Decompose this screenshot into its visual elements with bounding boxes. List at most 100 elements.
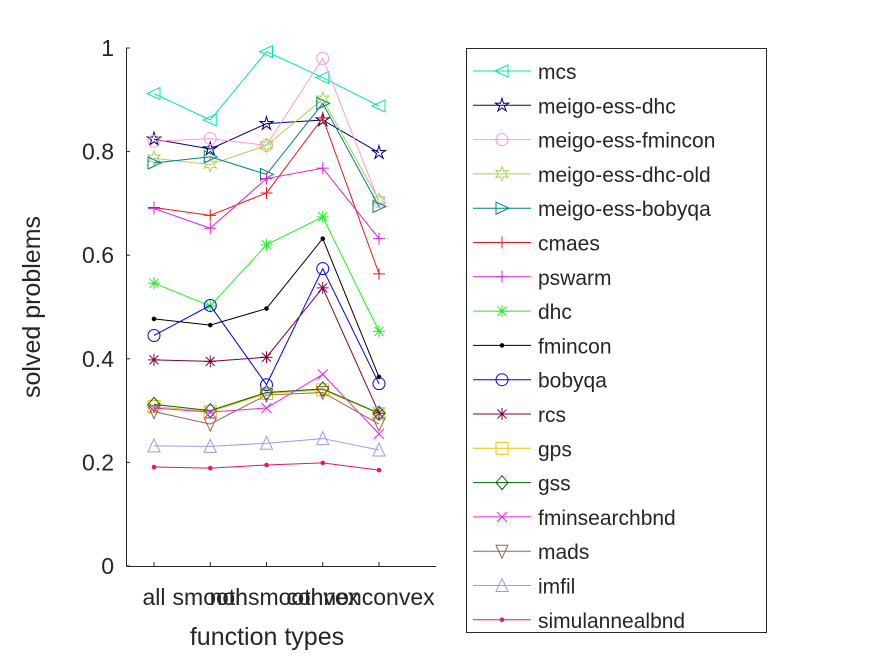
legend-item: mads [473,541,589,564]
data-point [314,70,330,85]
legend-label: pswarm [538,267,612,290]
data-point [320,460,326,466]
data-point [261,402,272,414]
legend-marker [496,236,508,249]
legend-label: imfil [538,576,575,599]
legend-item: cmaes [473,233,600,256]
data-point [202,113,217,127]
data-point [373,267,385,280]
legend-marker [496,305,508,318]
series-imfil [147,430,386,457]
y-axis-label: solved problems [18,216,46,398]
data-point [320,236,326,241]
data-point [259,388,274,404]
data-point [145,130,163,147]
legend-label: gps [538,438,572,461]
data-point [260,172,273,185]
legend-item: gps [473,438,572,461]
x-tick-label: convex [286,584,359,610]
data-point [260,238,273,251]
data-point [147,156,163,170]
ticks: 0 0.2 0.4 0.6 0.8 1 all smoothnonsmoothconvexno… [82,35,435,610]
legend-item: fmincon [473,335,612,358]
legend-label: mads [538,541,589,564]
series-line [153,389,380,415]
data-point [147,328,161,342]
legend-label: bobyqa [538,370,607,393]
legend-item: pswarm [473,267,612,290]
data-point [147,405,161,420]
data-point [372,377,386,391]
legend-label: rcs [538,404,566,427]
series-mads [147,385,386,433]
legend-marker [499,617,505,623]
series-line [153,119,380,154]
legend-marker [495,201,511,215]
series-line [153,438,380,451]
data-point [370,143,388,160]
y-tick-label: 1 [101,35,114,61]
data-point [203,298,217,312]
legend-item: meigo-ess-fmincon [473,130,715,153]
x-tick-label: nonconvex [323,584,435,610]
legend-label: meigo-ess-fmincon [538,130,715,153]
data-point [147,437,161,453]
x-tick-label: all [142,584,165,610]
data-point [203,132,217,146]
legend-label: gss [538,473,571,496]
y-tick-label: 0.2 [82,449,114,475]
data-point [259,384,274,401]
data-point [151,316,157,322]
data-point [204,355,217,368]
legend-marker [495,441,509,455]
data-point [316,281,329,294]
data-point [147,396,161,413]
legend-label: cmaes [538,233,600,256]
data-point [315,385,330,401]
series-bobyqa [147,262,386,392]
legend-marker [495,577,509,592]
data-point [376,467,382,473]
data-point [316,262,330,276]
data-point [259,435,274,450]
series-line [153,267,380,386]
legend-marker [495,544,509,560]
legend-item: fminsearchbnd [473,507,676,530]
x-axis-label: function types [190,623,344,651]
legend-label: fmincon [538,335,612,358]
legend-item: rcs [473,404,566,427]
data-point [372,405,386,421]
data-point [203,438,218,453]
legend-marker [494,165,510,183]
legend-item: imfil [473,576,575,599]
data-point [204,222,217,235]
legend-marker [499,343,505,348]
legend-marker [493,64,509,78]
series-line [153,51,380,121]
x-tick-label: nonsmooth [210,584,324,610]
series-dhc [148,210,385,338]
data-point [145,86,161,101]
series-mcs [145,44,386,127]
data-point [204,209,217,222]
series-simulannealbnd [151,460,382,473]
legend-marker [495,474,509,491]
legend-label: mcs [538,61,577,84]
series-gss [147,381,386,421]
data-point [203,149,219,164]
legend-box [466,48,767,633]
legend-item: dhc [473,301,572,324]
data-point [260,351,273,364]
legend-item: meigo-ess-bobyqa [473,198,711,221]
data-point [203,417,218,433]
data-point [147,134,161,148]
legend-label: simulannealbnd [538,610,685,633]
data-point [204,406,216,418]
y-tick-label: 0.4 [82,346,114,372]
series-line [153,391,380,425]
data-point [316,51,330,65]
legend-marker [495,373,509,387]
data-point [207,465,213,471]
data-point [146,149,162,167]
legend-item: meigo-ess-dhc [473,95,676,118]
